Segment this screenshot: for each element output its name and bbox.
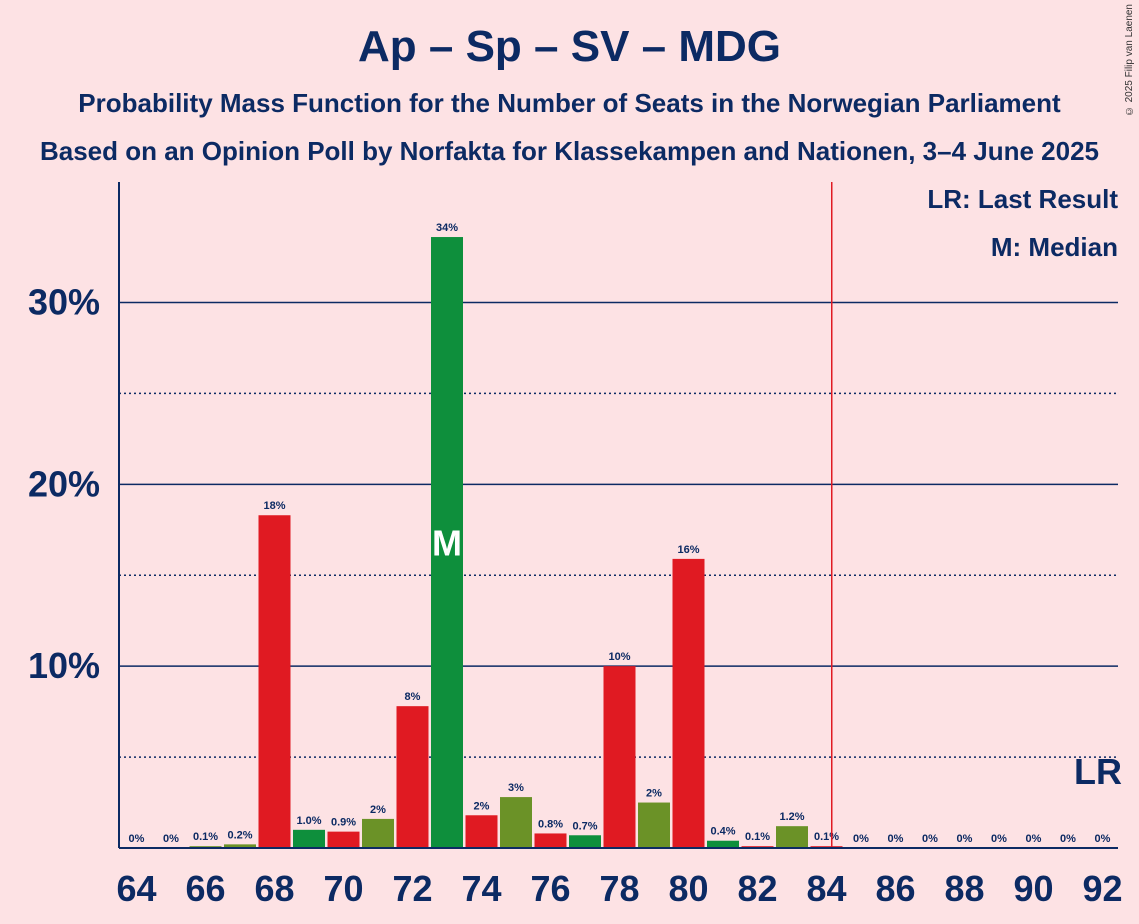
bar-value-label: 0.1%	[745, 831, 770, 843]
x-tick-label: 72	[392, 868, 432, 909]
x-tick-label: 86	[875, 868, 915, 909]
bar-value-label: 10%	[608, 651, 630, 663]
bar	[534, 833, 567, 848]
x-tick-label: 90	[1013, 868, 1053, 909]
x-tick-label: 70	[323, 868, 363, 909]
y-tick-label: 10%	[28, 645, 100, 686]
bar-value-label: 2%	[370, 804, 386, 816]
bar	[362, 818, 394, 848]
x-tick-label: 80	[668, 868, 708, 909]
bar	[327, 831, 360, 848]
chart-title: Ap – Sp – SV – MDG	[358, 22, 781, 71]
bar	[500, 797, 532, 848]
bar-value-label: 0%	[129, 833, 145, 845]
bar-value-label: 0%	[922, 833, 938, 845]
bar-value-label: 0.1%	[193, 831, 218, 843]
bar-value-label: 0.4%	[710, 826, 735, 838]
bar	[707, 840, 739, 848]
bar-value-label: 18%	[263, 500, 285, 512]
bar	[776, 826, 808, 848]
bar	[465, 815, 498, 848]
bar-value-label: 0%	[853, 833, 869, 845]
bar-value-label: 0%	[1060, 833, 1076, 845]
bar-value-label: 0%	[888, 833, 904, 845]
x-tick-label: 92	[1082, 868, 1122, 909]
x-tick-label: 82	[737, 868, 777, 909]
x-tick-label: 84	[806, 868, 846, 909]
bar	[603, 666, 636, 848]
bar	[396, 706, 429, 848]
legend-median: M: Median	[990, 232, 1118, 262]
y-tick-label: 30%	[28, 282, 100, 323]
y-tick-label: 20%	[28, 463, 100, 504]
bar	[638, 802, 670, 848]
x-tick-label: 64	[116, 868, 156, 909]
bar-value-label: 16%	[677, 544, 699, 556]
bar-value-label: 0%	[957, 833, 973, 845]
chart-subtitle-2: Based on an Opinion Poll by Norfakta for…	[39, 136, 1100, 166]
bar-value-label: 8%	[405, 691, 421, 703]
x-tick-label: 74	[461, 868, 501, 909]
bar-value-label: 0.7%	[572, 820, 597, 832]
x-tick-label: 68	[254, 868, 294, 909]
bar-value-label: 1.2%	[779, 811, 804, 823]
bar-value-label: 0%	[1095, 833, 1111, 845]
x-tick-label: 66	[185, 868, 225, 909]
bar-value-label: 2%	[474, 800, 490, 812]
bar-value-label: 34%	[436, 222, 458, 234]
bar-value-label: 2%	[646, 788, 662, 800]
x-tick-label: 88	[944, 868, 984, 909]
bar-value-label: 0.1%	[814, 831, 839, 843]
bar	[672, 558, 705, 848]
bar-value-label: 0%	[991, 833, 1007, 845]
bar-value-label: 0.8%	[538, 818, 563, 830]
bar	[569, 835, 601, 848]
bar-value-label: 0%	[163, 833, 179, 845]
chart-subtitle-1: Probability Mass Function for the Number…	[78, 88, 1061, 118]
bar-value-label: 3%	[508, 782, 524, 794]
bar	[431, 237, 463, 849]
bar	[293, 829, 325, 848]
bar	[224, 844, 256, 848]
last-result-marker: LR	[1074, 751, 1122, 792]
legend-last-result: LR: Last Result	[927, 184, 1118, 214]
bar-value-label: 0.2%	[227, 829, 252, 841]
bar-value-label: 1.0%	[296, 815, 321, 827]
x-tick-label: 76	[530, 868, 570, 909]
x-tick-label: 78	[599, 868, 639, 909]
bar	[258, 515, 291, 848]
bar-value-label: 0%	[1026, 833, 1042, 845]
bar-value-label: 0.9%	[331, 817, 356, 829]
median-marker: M	[432, 523, 462, 564]
